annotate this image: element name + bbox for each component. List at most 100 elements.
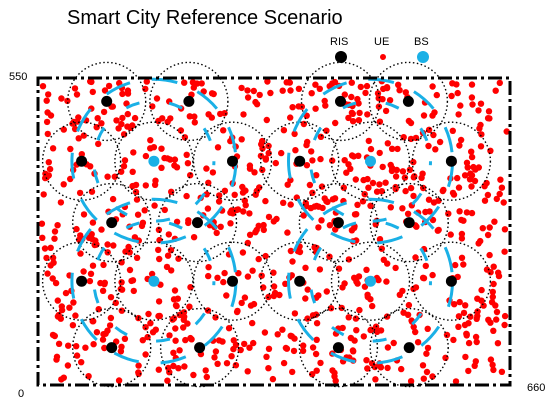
ue-point [214, 144, 222, 151]
ris-node [194, 342, 206, 354]
ue-point [341, 91, 348, 98]
ue-point [429, 271, 436, 279]
ue-point [183, 151, 190, 158]
ue-point [343, 169, 350, 176]
ue-point [187, 284, 194, 291]
ue-point [425, 196, 433, 203]
ue-point [327, 305, 335, 312]
ue-point [407, 378, 415, 385]
ue-point [234, 307, 241, 315]
ue-point [465, 367, 472, 375]
ue-point [400, 309, 407, 316]
ue-point [463, 330, 470, 337]
ue-point [484, 115, 492, 122]
ue-point [158, 164, 165, 171]
ue-point [191, 113, 198, 120]
ue-point [376, 236, 384, 243]
ue-point [151, 181, 159, 188]
ue-point [489, 361, 496, 369]
ue-point [187, 172, 194, 179]
ue-point [170, 349, 177, 356]
ue-point [456, 208, 463, 215]
ue-point [214, 274, 221, 281]
cell-boundary [159, 307, 240, 388]
ue-point [246, 162, 254, 169]
ue-point [489, 293, 496, 301]
ue-point [410, 323, 417, 331]
ue-point [110, 242, 117, 249]
ue-point [469, 101, 476, 108]
ue-point [491, 218, 498, 225]
ue-point [121, 335, 129, 342]
ue-point [490, 327, 497, 334]
ue-point [401, 174, 409, 181]
ue-point [123, 100, 130, 107]
ue-point [274, 331, 281, 338]
ue-point [395, 81, 402, 89]
ue-point [423, 350, 430, 357]
ue-point [257, 152, 265, 160]
ue-point [251, 169, 258, 176]
ue-point [317, 133, 325, 140]
ue-point [135, 314, 142, 322]
ue-point [392, 264, 399, 272]
ue-point [399, 205, 406, 212]
ue-point [360, 333, 367, 340]
ue-point [323, 127, 330, 134]
y-axis-bottom-label: 0 [18, 388, 24, 400]
ue-point [279, 326, 286, 333]
ue-point [323, 198, 330, 205]
ue-point [220, 278, 227, 286]
ue-point [132, 188, 140, 196]
ue-point [171, 287, 179, 294]
ue-point [404, 210, 412, 217]
ue-point [67, 175, 74, 183]
ue-point [478, 297, 485, 304]
ris-node [76, 275, 88, 287]
ue-point [118, 120, 125, 128]
ue-point [205, 111, 212, 118]
ue-point [420, 275, 428, 282]
ue-point [102, 330, 109, 337]
ue-point [255, 255, 262, 263]
ris-node [445, 155, 457, 167]
ue-point [58, 303, 65, 310]
ue-point [376, 149, 383, 157]
ue-point [398, 365, 405, 373]
ue-point [477, 100, 485, 107]
ue-point [133, 196, 141, 203]
ue-point [117, 348, 125, 355]
ue-point [57, 315, 64, 322]
ue-point [498, 184, 506, 191]
ue-point [475, 240, 482, 247]
ue-point [341, 157, 348, 164]
cell-boundary [66, 61, 147, 142]
ue-point [172, 325, 179, 332]
ue-point [302, 264, 309, 271]
ue-point [260, 221, 267, 229]
bs-coverage-arc [309, 219, 432, 343]
legend-label-bs: BS [414, 36, 429, 48]
ue-point [244, 94, 252, 101]
legend: RIS UE BS [330, 36, 429, 63]
ue-point [392, 173, 400, 180]
ue-point [230, 345, 237, 353]
ue-point [252, 229, 259, 236]
ue-point [331, 78, 339, 86]
ue-point [475, 107, 482, 114]
ris-node [294, 155, 306, 167]
ue-point [177, 127, 185, 134]
ue-point [158, 145, 165, 152]
legend-marker-ue [380, 54, 386, 60]
ue-point [211, 354, 218, 361]
ris-node [403, 342, 415, 354]
ue-point [405, 301, 413, 309]
ue-point [265, 149, 272, 157]
ue-point [467, 170, 474, 177]
ue-point [463, 159, 471, 166]
ue-point [44, 130, 51, 138]
coverage-arc-layer [70, 77, 454, 365]
ue-point [394, 145, 401, 153]
ue-point [452, 378, 460, 385]
ue-point [111, 173, 119, 180]
